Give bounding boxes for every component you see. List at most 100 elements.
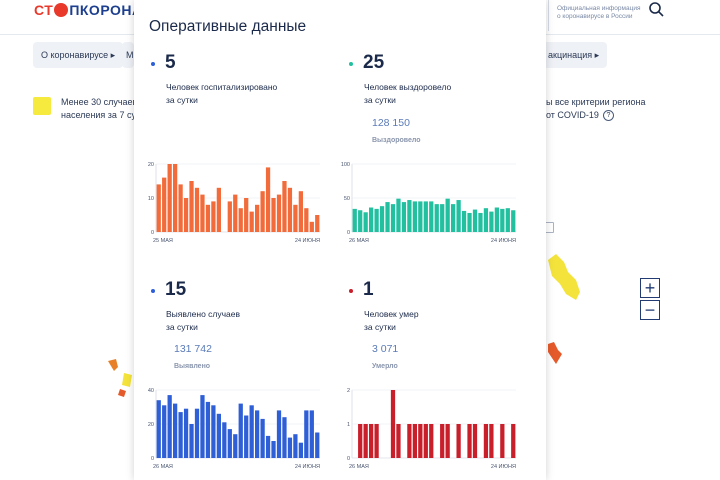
chart-bar [385,202,390,232]
y-tick-label: 0 [151,456,154,462]
chart-bar [456,200,461,232]
y-tick-label: 2 [347,388,350,394]
chart-bar [472,209,478,232]
chart-bar [315,432,320,458]
stat-label-line-1: Человек госпитализировано [166,82,278,92]
chart-bar [456,424,461,458]
y-tick-label: 0 [347,230,350,236]
chart-bar [363,424,368,458]
chart-bar [205,204,211,232]
chart-bar [200,194,205,232]
deaths-chart-svg: 0 1 2 26 МАЯ 24 ИЮНЯ [347,388,516,470]
chart-bar [511,210,516,232]
chart-bar [511,424,516,458]
stat-dot [151,62,155,66]
chart-bar [445,198,450,232]
chart-bar [445,424,450,458]
chart-bar [216,187,221,232]
chart-bar [483,424,489,458]
info-icon[interactable]: ? [602,110,614,122]
chart-bar [293,434,298,458]
chart-bar [472,424,478,458]
chart-bar [189,181,194,232]
hospitalized-chart-svg: 0 10 20 25 МАЯ 24 ИЮНЯ [148,162,320,244]
chart-bar [369,207,374,232]
stat-value: 1 [363,279,374,300]
map-region-yellow[interactable] [546,250,586,310]
nav-item-partial[interactable]: М [122,42,134,68]
chart-bar [500,208,505,232]
stat-label: Человек госпитализировано за сутки [166,81,277,106]
operative-data-panel: Оперативные данные 5 Человек госпитализи… [134,0,546,480]
chart-bar [374,424,379,458]
chart-bar [260,418,265,458]
chart-bar [412,201,417,232]
chart-bar [505,208,510,232]
chart-hospitalized: 0 10 20 25 МАЯ 24 ИЮНЯ [144,158,324,244]
nav-vaccination[interactable]: акцинация ▸ [546,42,608,68]
chart-bar [315,215,320,232]
chart-bar [265,167,271,232]
y-tick-label: 0 [151,230,154,236]
stat-label-line-2: за сутки [364,94,396,105]
logo-text-start: СТ [34,2,54,18]
chart-bar [271,198,276,232]
info-line-1: Официальная информация [557,5,641,12]
stat-value: 15 [165,279,187,300]
chart-bar [178,412,183,458]
stat-label: Человек выздоровело за сутки [364,81,451,106]
stat-dot [349,62,353,66]
chart-bar [173,164,178,232]
nav-about-coronavirus[interactable]: О коронавирусе ▸ [33,42,124,68]
chart-bar [434,204,439,232]
stat-deaths: 1 Человек умер за сутки 3 071 Умерло [349,279,539,379]
map-region-red[interactable] [546,340,566,370]
chart-bar [167,164,172,232]
chart-bar [467,212,472,232]
search-icon[interactable] [648,1,666,19]
stat-label-line-1: Человек выздоровело [364,82,452,92]
chart-bar [211,201,216,232]
legend-line-2: населения за 7 су [61,110,136,120]
chart-bar [396,198,401,232]
y-tick-label: 20 [148,162,154,168]
stat-hospitalized: 5 Человек госпитализировано за сутки [151,52,341,112]
stat-total: 128 150 [372,117,410,129]
chart-bar [418,201,423,232]
chart-bar [183,408,189,458]
y-tick-label: 0 [347,456,350,462]
chart-bar [363,212,368,232]
chart-bar [282,181,287,232]
x-tick-end-label: 24 ИЮНЯ [491,238,516,244]
chart-bar [461,210,467,232]
chart-bar [194,187,200,232]
y-tick-label: 100 [341,162,350,168]
chart-bar [227,201,232,232]
chart-bar [429,424,434,458]
chart-bar [390,390,396,458]
x-tick-end-label: 24 ИЮНЯ [295,464,320,470]
chart-bar [249,211,254,232]
stat-label-line-2: за сутки [166,321,198,332]
chart-bar [227,429,232,458]
chart-bar [249,405,254,458]
chart-bar [287,187,293,232]
detected-chart-svg: 0 20 40 26 МАЯ 24 ИЮНЯ [148,388,320,470]
x-tick-end-label: 24 ИЮНЯ [491,464,516,470]
zoom-in-button[interactable]: + [640,278,660,298]
chart-bar [309,410,314,458]
chart-bar [255,204,260,232]
map-region-west[interactable] [104,355,136,400]
chart-bar [271,441,276,458]
x-tick-start-label: 26 МАЯ [153,464,173,470]
chart-bar [304,208,309,232]
chart-bar [401,202,407,232]
criteria-line-2: от COVID-19 [546,110,599,120]
chart-bar [238,208,243,232]
chart-bar [500,424,505,458]
zoom-out-button[interactable]: − [640,300,660,320]
chart-bar [222,422,227,458]
chart-bar [407,200,412,232]
chart-bar [233,194,238,232]
chart-bar [440,204,445,232]
